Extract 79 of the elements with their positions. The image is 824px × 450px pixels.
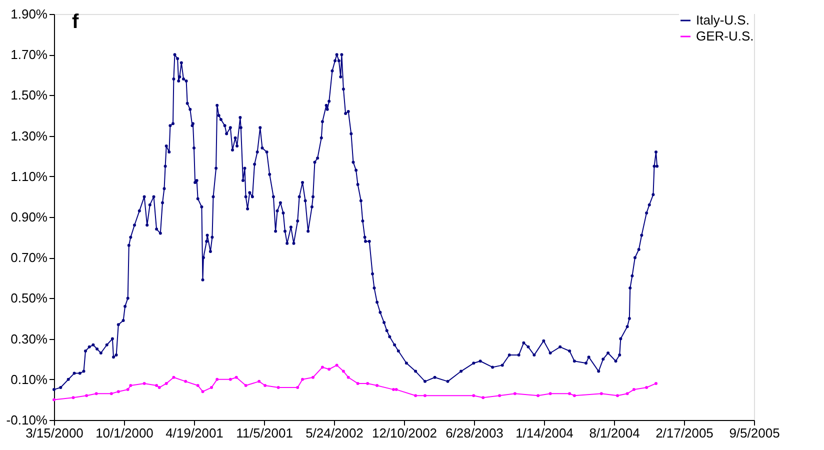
line-series <box>52 364 658 402</box>
y-tick-label: 1.90% <box>10 6 48 22</box>
point <box>228 378 232 381</box>
point <box>414 394 418 398</box>
point <box>244 384 248 387</box>
point <box>600 392 603 396</box>
y-tick-label: 0.90% <box>10 210 48 224</box>
x-tick-label: 11/5/2001 <box>236 426 293 440</box>
y-tick-label: 0.70% <box>10 250 48 266</box>
point <box>129 384 132 387</box>
y-tick-label: 1.30% <box>10 128 48 144</box>
x-tick-label: 5/24/2002 <box>306 426 364 440</box>
point <box>216 378 219 381</box>
point <box>346 376 350 379</box>
point <box>142 382 146 385</box>
x-tick-label: 8/1/2004 <box>589 426 640 440</box>
y-tick-label: -0.10% <box>6 412 48 428</box>
y-tick-label: 0.10% <box>10 372 48 387</box>
point <box>328 368 331 371</box>
point <box>94 392 98 396</box>
point <box>366 382 370 385</box>
x-tick-label: 3/15/2000 <box>26 426 84 440</box>
point <box>201 390 204 394</box>
point <box>335 364 338 367</box>
legend-label: GER-U.S. <box>696 28 754 44</box>
x-tick-label: 4/19/2001 <box>166 426 224 440</box>
point <box>312 376 314 379</box>
x-tick-label: 2/17/2005 <box>656 426 714 440</box>
point <box>158 386 161 390</box>
point <box>52 398 56 402</box>
x-tick-label: 9/5/2005 <box>729 426 780 440</box>
legend-label: Italy-U.S. <box>696 12 750 28</box>
point <box>356 382 360 385</box>
point <box>301 378 304 381</box>
point <box>394 388 398 392</box>
point <box>472 394 476 398</box>
point <box>626 392 629 396</box>
point <box>210 386 213 390</box>
point <box>572 394 576 398</box>
point <box>392 388 395 392</box>
y-tick-label: 0.50% <box>10 290 48 306</box>
point <box>155 384 158 387</box>
point <box>264 384 267 387</box>
point <box>632 388 636 392</box>
point <box>172 376 176 379</box>
point <box>616 394 619 398</box>
point <box>296 386 300 390</box>
x-tick-label: 10/1/2000 <box>96 426 154 440</box>
point <box>110 392 113 396</box>
point <box>645 386 648 390</box>
point <box>654 382 658 385</box>
y-tick-label: 1.10% <box>10 168 48 184</box>
point <box>116 390 120 394</box>
x-tick-label: 1/14/2004 <box>516 426 574 440</box>
y-tick-label: 1.50% <box>10 88 48 103</box>
point <box>234 376 238 379</box>
x-tick-label: 6/28/2003 <box>446 426 504 440</box>
point <box>72 396 75 400</box>
x-tick-label: 12/10/2002 <box>372 426 438 440</box>
point <box>258 380 261 383</box>
point <box>342 370 345 373</box>
point <box>498 394 502 398</box>
y-tick-label: 0.30% <box>10 331 48 346</box>
point <box>482 396 485 400</box>
point <box>164 382 168 385</box>
point <box>536 394 540 398</box>
point <box>196 384 200 387</box>
point <box>276 386 280 390</box>
point <box>320 366 324 369</box>
y-tick-label: 1.70% <box>10 47 48 62</box>
point <box>85 394 88 398</box>
point <box>513 392 516 396</box>
point <box>126 388 130 392</box>
point <box>548 392 552 396</box>
point <box>376 384 379 387</box>
point <box>184 380 188 383</box>
point <box>568 392 572 396</box>
chart-title: f <box>72 11 79 33</box>
point <box>424 394 426 398</box>
